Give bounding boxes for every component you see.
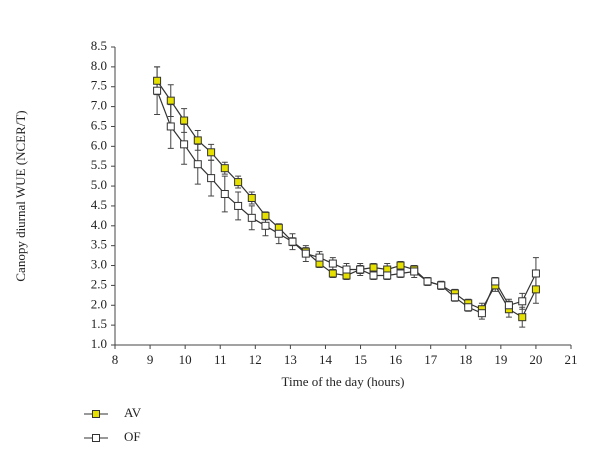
marker (234, 178, 243, 187)
marker (518, 313, 527, 322)
y-axis-label: Canopy diurnal WUE (NCER/T) (13, 110, 28, 281)
marker (383, 271, 392, 280)
legend-marker (92, 434, 100, 442)
marker (491, 277, 500, 286)
marker (166, 122, 175, 131)
marker (247, 193, 256, 202)
y-tick-label: 8.0 (91, 58, 107, 73)
marker (328, 259, 337, 268)
marker (518, 297, 527, 306)
x-tick-label: 15 (354, 352, 367, 367)
marker (437, 281, 446, 290)
x-tick-label: 10 (179, 352, 192, 367)
marker (531, 269, 540, 278)
x-tick-label: 9 (147, 352, 154, 367)
marker (464, 303, 473, 312)
marker (220, 164, 229, 173)
x-tick-label: 20 (529, 352, 542, 367)
y-tick-label: 5.0 (91, 177, 107, 192)
x-tick-label: 13 (284, 352, 297, 367)
x-tick-label: 14 (319, 352, 333, 367)
y-tick-label: 3.0 (91, 257, 107, 272)
y-tick-label: 6.0 (91, 137, 107, 152)
marker (477, 309, 486, 318)
y-tick-label: 3.5 (91, 237, 107, 252)
marker (180, 116, 189, 125)
marker (234, 201, 243, 210)
marker (153, 76, 162, 85)
marker (504, 301, 513, 310)
marker (220, 190, 229, 199)
y-tick-label: 1.5 (91, 316, 107, 331)
y-tick-label: 2.5 (91, 276, 107, 291)
marker (423, 277, 432, 286)
marker (207, 148, 216, 157)
marker (450, 293, 459, 302)
legend-label: OF (124, 429, 141, 444)
y-tick-label: 1.0 (91, 336, 107, 351)
marker (153, 86, 162, 95)
y-tick-label: 8.5 (91, 38, 107, 53)
marker (261, 211, 270, 220)
x-tick-label: 8 (112, 352, 119, 367)
marker (288, 237, 297, 246)
y-tick-label: 4.0 (91, 217, 107, 232)
x-tick-label: 12 (249, 352, 262, 367)
marker (193, 136, 202, 145)
x-tick-label: 19 (494, 352, 507, 367)
y-tick-label: 4.5 (91, 197, 107, 212)
marker (166, 96, 175, 105)
y-tick-label: 7.0 (91, 98, 107, 113)
marker (356, 265, 365, 274)
marker (342, 265, 351, 274)
marker (396, 269, 405, 278)
y-tick-label: 6.5 (91, 117, 107, 132)
x-tick-label: 17 (424, 352, 438, 367)
marker (193, 160, 202, 169)
marker (180, 140, 189, 149)
marker (531, 285, 540, 294)
marker (410, 267, 419, 276)
x-tick-label: 18 (459, 352, 472, 367)
legend-marker (92, 410, 100, 418)
series-line (156, 80, 537, 319)
x-axis-label: Time of the day (hours) (281, 374, 404, 389)
marker (274, 229, 283, 238)
marker (315, 253, 324, 262)
legend-label: AV (124, 405, 142, 420)
marker (396, 261, 405, 270)
marker (207, 174, 216, 183)
y-tick-label: 7.5 (91, 78, 107, 93)
marker (301, 249, 310, 258)
marker (369, 263, 378, 272)
y-tick-label: 5.5 (91, 157, 107, 172)
x-tick-label: 16 (389, 352, 403, 367)
marker (247, 213, 256, 222)
marker (369, 271, 378, 280)
y-tick-label: 2.0 (91, 296, 107, 311)
marker (328, 269, 337, 278)
x-tick-label: 11 (214, 352, 227, 367)
x-tick-label: 21 (565, 352, 578, 367)
marker (261, 221, 270, 230)
